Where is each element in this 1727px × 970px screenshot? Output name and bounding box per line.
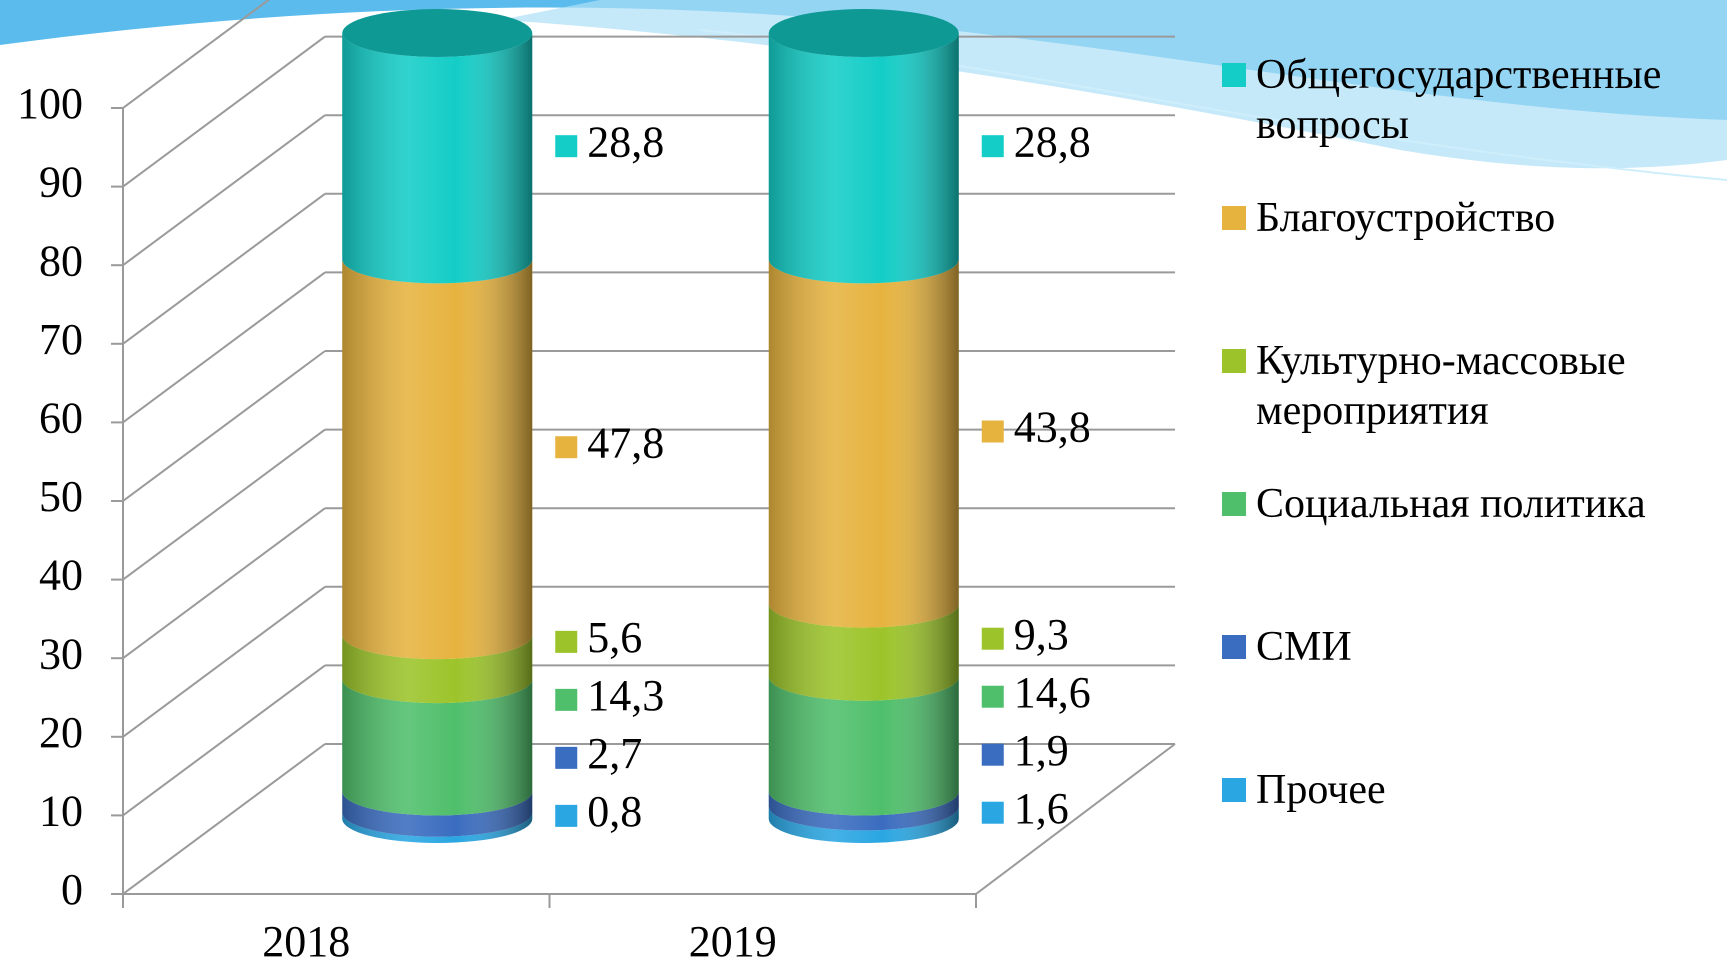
grid-line [123,272,325,422]
grid-line [123,508,325,658]
value-label-marker [555,747,577,769]
cylinder-shading [769,33,959,283]
y-tick-label: 100 [17,79,83,128]
cylinder-shading [342,259,532,659]
legend-swatch [1222,349,1246,373]
y-tick-label: 80 [39,236,83,285]
legend-label: СМИ [1256,622,1696,672]
y-tick-label: 70 [39,315,83,364]
legend-label: Благоустройство [1256,193,1696,243]
y-tick-label: 30 [39,629,83,678]
legend-item: Благоустройство [1222,193,1722,243]
value-label: 28,8 [587,117,664,166]
grid-line [123,351,325,501]
value-label: 9,3 [1014,610,1069,659]
cylinder-shading [342,33,532,283]
value-label-marker [982,135,1004,157]
value-label: 5,6 [587,613,642,662]
grid-line [123,665,325,815]
legend-swatch [1222,492,1246,516]
legend-label: Социальная политика [1256,479,1696,529]
value-label-marker [982,421,1004,443]
legend-item: СМИ [1222,622,1722,672]
grid-line [123,115,325,265]
y-tick-label: 60 [39,393,83,442]
value-label-marker [982,744,1004,766]
value-label: 0,8 [587,787,642,836]
value-label: 28,8 [1014,117,1091,166]
cylinder-top-shade [342,9,532,57]
y-tick-label: 0 [61,865,83,914]
value-label-marker [982,686,1004,708]
value-label: 1,9 [1014,726,1069,775]
value-label: 43,8 [1014,403,1091,452]
value-label-marker [555,689,577,711]
y-tick-label: 40 [39,551,83,600]
legend-item: Общегосударственные вопросы [1222,50,1722,150]
value-label-marker [555,631,577,653]
y-tick-label: 20 [39,708,83,757]
cylinder-shading [769,259,959,627]
value-label: 47,8 [587,418,664,467]
x-tick-label: 2019 [689,917,777,966]
value-label-marker [982,802,1004,824]
value-label: 14,6 [1014,668,1091,717]
grid-line [123,194,325,344]
legend-item: Социальная политика [1222,479,1722,529]
value-label: 1,6 [1014,784,1069,833]
legend-item: Культурно-массовые мероприятия [1222,336,1722,436]
value-label-marker [982,628,1004,650]
x-tick-label: 2018 [262,917,350,966]
grid-line [123,587,325,737]
plot: 0,8 2,7 14,3 5,6 47,8 28,8 1,6 1,9 14,6 9,3 43,8 28… [342,9,1091,843]
grid-line [123,744,325,894]
floor-edge [976,744,1175,894]
grid-line [123,37,325,187]
legend-item: Прочее [1222,765,1722,815]
legend-swatch [1222,778,1246,802]
value-label-marker [555,135,577,157]
legend-label: Культурно-массовые мероприятия [1256,336,1696,436]
y-tick-label: 90 [39,158,83,207]
y-tick-label: 50 [39,472,83,521]
y-tick-label: 10 [39,786,83,835]
legend-swatch [1222,635,1246,659]
value-label: 2,7 [587,729,642,778]
legend-swatch [1222,206,1246,230]
page: 0 10 20 30 40 50 60 70 80 90 100 2018 2019 0,8 2,7 14,… [0,0,1727,970]
legend-label: Прочее [1256,765,1696,815]
grid-line [123,430,325,580]
legend-swatch [1222,63,1246,87]
legend-label: Общегосударственные вопросы [1256,50,1696,150]
value-label-marker [555,805,577,827]
value-label: 14,3 [587,671,664,720]
value-label-marker [555,436,577,458]
cylinder-top-shade [769,9,959,57]
